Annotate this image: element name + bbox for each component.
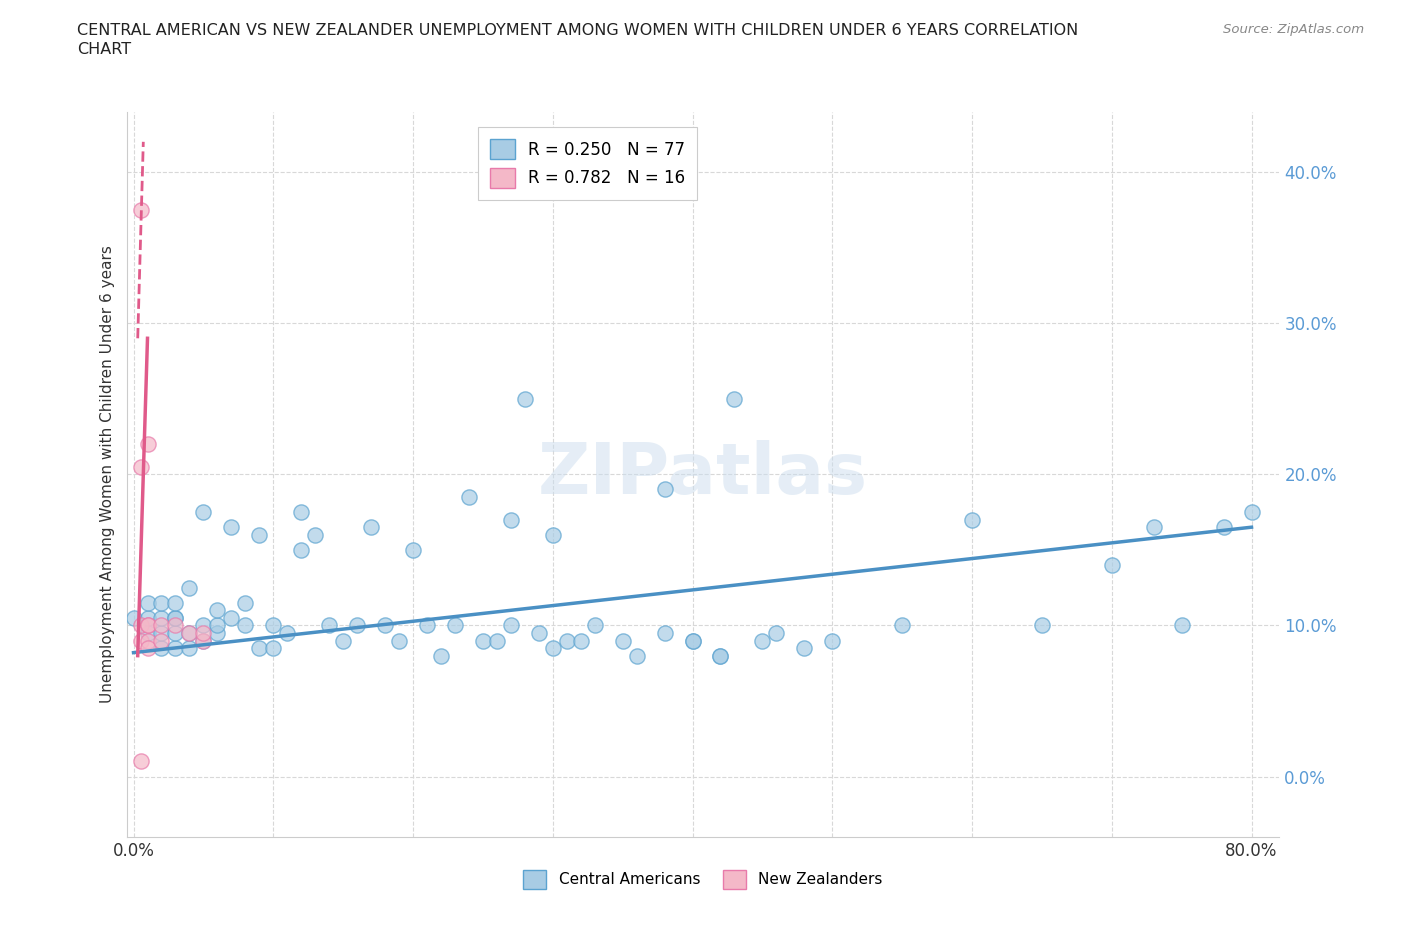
Point: [150, 595, 173, 610]
Point: [136, 610, 159, 625]
Point: [444, 618, 467, 633]
Point: [682, 633, 704, 648]
Point: [179, 641, 201, 656]
Point: [129, 459, 152, 474]
Point: [193, 505, 215, 520]
Point: [751, 633, 773, 648]
Point: [332, 633, 354, 648]
Point: [129, 203, 152, 218]
Point: [1031, 618, 1053, 633]
Point: [247, 527, 270, 542]
Point: [541, 641, 564, 656]
Point: [1143, 520, 1166, 535]
Point: [388, 633, 411, 648]
Point: [626, 648, 648, 663]
Point: [193, 626, 215, 641]
Point: [136, 641, 159, 656]
Point: [290, 542, 312, 557]
Point: [765, 626, 787, 641]
Point: [165, 626, 187, 641]
Point: [430, 648, 453, 663]
Point: [485, 633, 508, 648]
Point: [150, 610, 173, 625]
Point: [709, 648, 731, 663]
Point: [193, 633, 215, 648]
Text: CHART: CHART: [77, 42, 131, 57]
Point: [136, 618, 159, 633]
Point: [150, 626, 173, 641]
Point: [513, 392, 536, 406]
Point: [1240, 505, 1263, 520]
Point: [541, 527, 564, 542]
Point: [136, 633, 159, 648]
Point: [1212, 520, 1234, 535]
Point: [122, 610, 145, 625]
Point: [233, 618, 256, 633]
Point: [165, 610, 187, 625]
Point: [471, 633, 494, 648]
Point: [458, 489, 481, 504]
Point: [346, 618, 368, 633]
Point: [290, 505, 312, 520]
Point: [499, 512, 522, 527]
Point: [960, 512, 983, 527]
Point: [165, 610, 187, 625]
Point: [165, 595, 187, 610]
Text: CENTRAL AMERICAN VS NEW ZEALANDER UNEMPLOYMENT AMONG WOMEN WITH CHILDREN UNDER 6: CENTRAL AMERICAN VS NEW ZEALANDER UNEMPL…: [77, 23, 1078, 38]
Point: [793, 641, 815, 656]
Y-axis label: Unemployment Among Women with Children Under 6 years: Unemployment Among Women with Children U…: [100, 246, 115, 703]
Point: [165, 618, 187, 633]
Point: [221, 610, 243, 625]
Point: [1170, 618, 1192, 633]
Text: Source: ZipAtlas.com: Source: ZipAtlas.com: [1223, 23, 1364, 36]
Point: [221, 520, 243, 535]
Point: [304, 527, 326, 542]
Point: [129, 618, 152, 633]
Point: [150, 618, 173, 633]
Point: [207, 626, 229, 641]
Point: [527, 626, 550, 641]
Point: [723, 392, 745, 406]
Point: [179, 626, 201, 641]
Point: [276, 626, 298, 641]
Point: [654, 482, 676, 497]
Point: [247, 641, 270, 656]
Text: ZIPatlas: ZIPatlas: [538, 440, 868, 509]
Point: [402, 542, 425, 557]
Point: [129, 633, 152, 648]
Point: [416, 618, 439, 633]
Point: [179, 626, 201, 641]
Point: [129, 754, 152, 769]
Point: [136, 626, 159, 641]
Point: [1101, 558, 1123, 573]
Point: [709, 648, 731, 663]
Point: [193, 618, 215, 633]
Point: [136, 618, 159, 633]
Point: [583, 618, 606, 633]
Point: [682, 633, 704, 648]
Point: [654, 626, 676, 641]
Point: [262, 641, 284, 656]
Point: [233, 595, 256, 610]
Point: [555, 633, 578, 648]
Point: [360, 520, 382, 535]
Point: [891, 618, 914, 633]
Point: [165, 641, 187, 656]
Legend: Central Americans, New Zealanders: Central Americans, New Zealanders: [517, 864, 889, 895]
Point: [569, 633, 592, 648]
Point: [150, 633, 173, 648]
Point: [136, 437, 159, 452]
Point: [262, 618, 284, 633]
Point: [207, 603, 229, 618]
Point: [821, 633, 844, 648]
Point: [193, 633, 215, 648]
Point: [150, 641, 173, 656]
Point: [318, 618, 340, 633]
Point: [179, 580, 201, 595]
Point: [207, 618, 229, 633]
Point: [499, 618, 522, 633]
Point: [136, 595, 159, 610]
Point: [374, 618, 396, 633]
Point: [612, 633, 634, 648]
